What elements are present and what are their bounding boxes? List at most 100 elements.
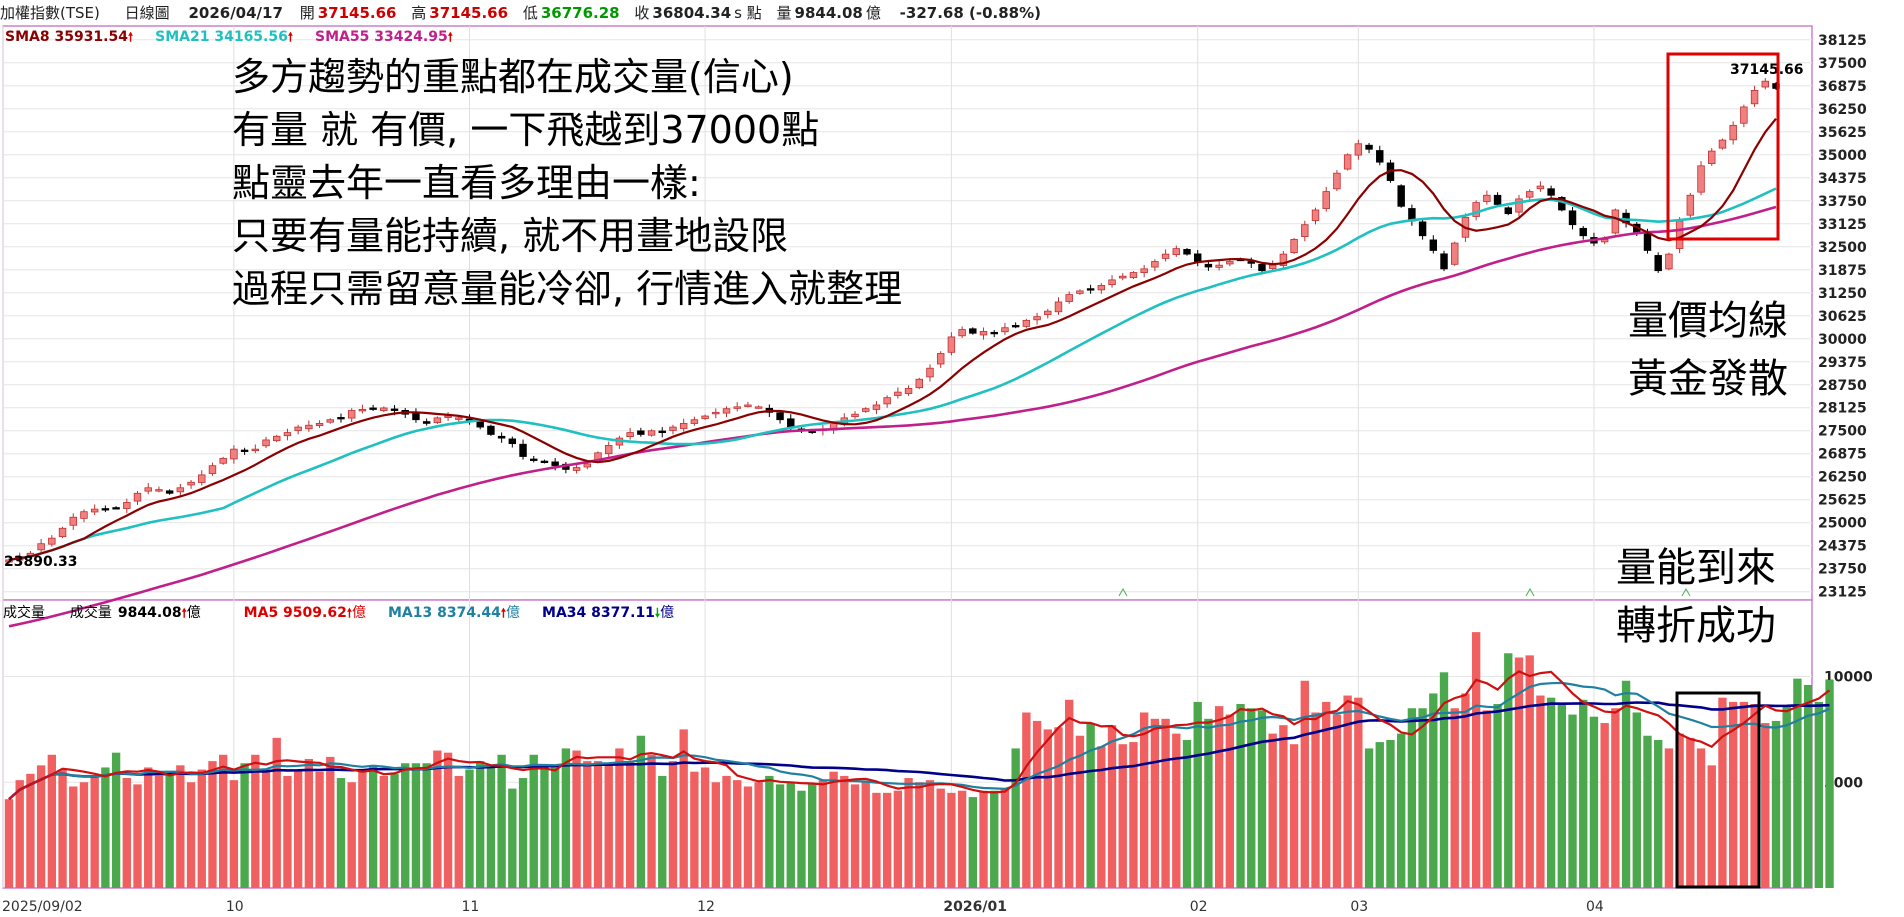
- volume-pane-title: 成交量: [3, 605, 45, 621]
- volume-bar: [26, 773, 35, 888]
- volume-bar: [90, 775, 99, 888]
- candle-body: [604, 445, 613, 455]
- symbol-label: 加權指數(TSE): [0, 4, 100, 22]
- candle-body: [90, 508, 99, 513]
- volume-bar: [872, 792, 881, 888]
- price-tick-label: 28125: [1818, 401, 1867, 417]
- price-tick-label: 33750: [1818, 194, 1867, 210]
- volume-value-label: 成交量: [69, 605, 112, 621]
- candle-body: [894, 391, 902, 396]
- volume-bar: [1803, 684, 1813, 888]
- volume-bar: [401, 763, 410, 888]
- candle-body: [979, 330, 988, 336]
- volume-bar: [1107, 725, 1117, 888]
- price-tick-label: 34375: [1818, 171, 1867, 187]
- candle-body: [540, 460, 549, 464]
- candle-body: [637, 430, 645, 435]
- candle-body: [283, 432, 292, 437]
- candle-body: [1536, 185, 1545, 190]
- candle-body: [947, 336, 956, 353]
- volume-bar: [443, 752, 453, 888]
- high-value: 37145.66: [429, 4, 509, 22]
- volume-bar: [1429, 693, 1438, 888]
- volume-bar: [1632, 712, 1641, 888]
- volume-bar: [379, 775, 388, 888]
- volume-bar: [1600, 723, 1609, 888]
- volume-bar: [1247, 708, 1256, 888]
- volume-bar: [583, 761, 592, 888]
- candle-body: [1343, 154, 1352, 170]
- price-tick-label: 35625: [1818, 125, 1867, 141]
- candle-body: [519, 443, 527, 457]
- candle-body: [1418, 221, 1427, 237]
- candle-body: [1258, 264, 1266, 272]
- x-tick-label: 12: [697, 899, 715, 915]
- candle-body: [669, 426, 677, 431]
- candle-body: [1129, 272, 1138, 279]
- candle-body: [1665, 253, 1673, 270]
- volume-ma-unit: 億: [660, 605, 675, 621]
- volume-pane-value: 9844.08: [117, 605, 182, 621]
- volume-bar: [1311, 712, 1320, 888]
- volume-unit: 億: [865, 4, 881, 22]
- candle-body: [1108, 279, 1116, 285]
- candle-body: [508, 438, 517, 445]
- price-tick-label: 32500: [1818, 240, 1867, 256]
- volume-bar: [1482, 710, 1492, 888]
- candle-body: [48, 537, 56, 545]
- volume-bar: [529, 754, 538, 888]
- marker-icon: [1525, 587, 1535, 597]
- volume-bar: [1172, 733, 1181, 888]
- candle-body: [679, 422, 688, 429]
- volume-bar: [47, 754, 57, 888]
- candle-body: [1333, 172, 1341, 190]
- volume-bar: [1022, 712, 1031, 888]
- volume-legend: 成交量 成交量 9844.08🠕億 MA5 9509.62🠕億 MA13 8374.…: [3, 602, 696, 625]
- high-price-label: 37145.66: [1730, 62, 1804, 78]
- volume-bar: [111, 752, 121, 888]
- candle-body: [776, 412, 784, 421]
- candle-body: [658, 430, 666, 433]
- volume-bar: [1793, 678, 1802, 888]
- volume-ma-label: MA13 8374.44: [387, 605, 501, 621]
- candle-body: [273, 435, 281, 442]
- candle-body: [915, 378, 923, 389]
- annotation-line: 多方趨勢的重點都在成交量(信心): [232, 55, 794, 99]
- candle-body: [1568, 210, 1577, 226]
- candle-body: [369, 407, 377, 410]
- arrow-up-icon: 🠕: [346, 606, 352, 620]
- candle-body: [1740, 106, 1748, 124]
- period-label[interactable]: 日線圖: [124, 4, 170, 22]
- volume-bar: [1225, 714, 1235, 888]
- volume-bar: [272, 737, 281, 888]
- candle-body: [1365, 144, 1373, 150]
- volume-bar: [476, 761, 485, 888]
- candle-body: [433, 417, 442, 423]
- candle-body: [1451, 242, 1459, 265]
- volume-bar: [1043, 729, 1052, 888]
- candle-body: [1193, 253, 1202, 262]
- volume-bar: [1118, 744, 1127, 888]
- candle-body: [733, 406, 741, 409]
- volume-bar: [1504, 653, 1513, 888]
- marker-icon: [1681, 587, 1691, 597]
- price-tick-label: 35000: [1818, 148, 1867, 164]
- volume-bar: [1686, 737, 1695, 888]
- volume-bar: [1397, 733, 1406, 888]
- volume-bar: [1450, 708, 1459, 888]
- volume-bar: [433, 750, 442, 888]
- volume-bar: [304, 759, 314, 888]
- close-unit: s 點: [734, 4, 762, 22]
- candle-body: [1643, 233, 1652, 251]
- candle-body: [926, 367, 934, 378]
- price-tick-label: 28750: [1818, 378, 1867, 394]
- volume-bar: [1011, 748, 1020, 888]
- volume-bar: [1782, 706, 1791, 888]
- volume-bar: [1300, 680, 1309, 888]
- candle-body: [155, 489, 163, 492]
- annotation-line: 過程只需留意量能冷卻, 行情進入就整理: [232, 267, 903, 311]
- price-tick-label: 33125: [1818, 217, 1867, 233]
- volume-bar: [968, 797, 977, 888]
- change-value: -327.68 (-0.88%): [899, 4, 1041, 22]
- volume-bar: [1139, 712, 1149, 888]
